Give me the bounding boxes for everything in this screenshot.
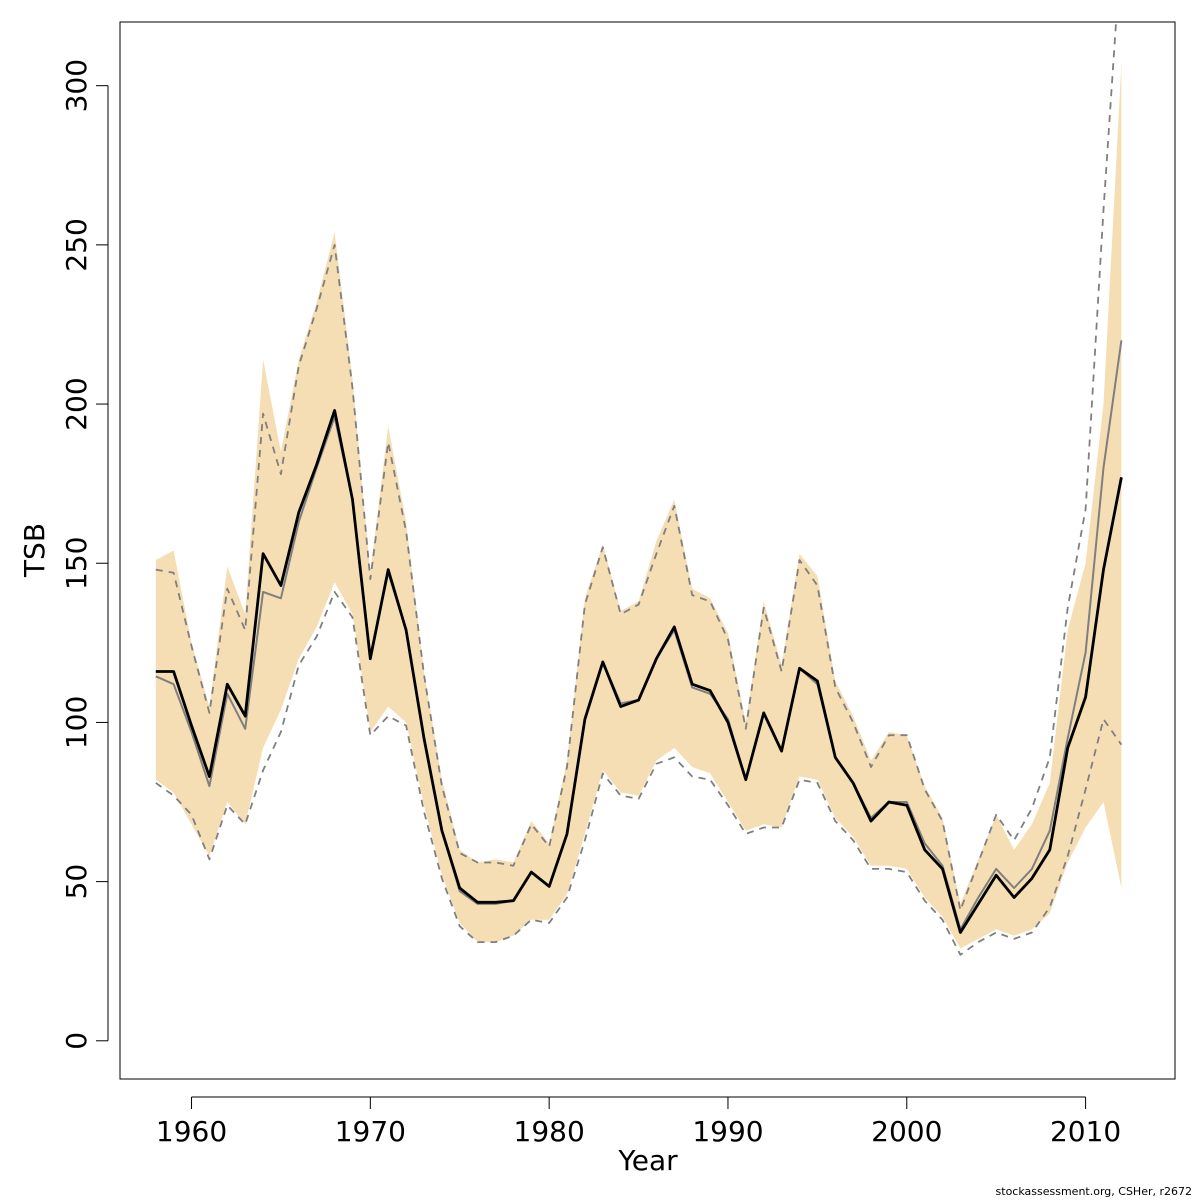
y-tick-label: 0 (60, 1032, 93, 1050)
x-axis: 1960 1970 1980 1990 2000 2010 (156, 1096, 1121, 1148)
x-tick-label: 1980 (514, 1115, 585, 1148)
y-tick-label: 200 (60, 377, 93, 430)
y-axis-title: TSB (18, 523, 51, 578)
x-tick-label: 2000 (871, 1115, 942, 1148)
plot-frame (119, 21, 1176, 1080)
confidence-band (155, 63, 1122, 949)
x-tick-label: 1970 (335, 1115, 406, 1148)
tsb-estimate-line (155, 408, 1123, 934)
series-line-layer (155, 22, 1123, 956)
comparison-lower-bound-line (155, 591, 1123, 956)
y-tick-label: 100 (60, 696, 93, 749)
comparison-upper-bound-line (155, 22, 1117, 912)
y-tick-label: 50 (60, 864, 93, 900)
x-tick-label: 2010 (1050, 1115, 1121, 1148)
y-tick-label: 300 (60, 59, 93, 112)
y-tick-label: 250 (60, 218, 93, 271)
y-axis: 0 50 100 150 200 250 300 (60, 59, 109, 1050)
x-axis-title: Year (617, 1144, 678, 1177)
footer-credit: stockassessment.org, CSHer, r2672 (995, 1185, 1192, 1198)
x-tick-label: 1960 (156, 1115, 227, 1148)
y-tick-label: 150 (60, 537, 93, 590)
confidence-band-layer (155, 63, 1122, 949)
x-tick-label: 1990 (692, 1115, 763, 1148)
